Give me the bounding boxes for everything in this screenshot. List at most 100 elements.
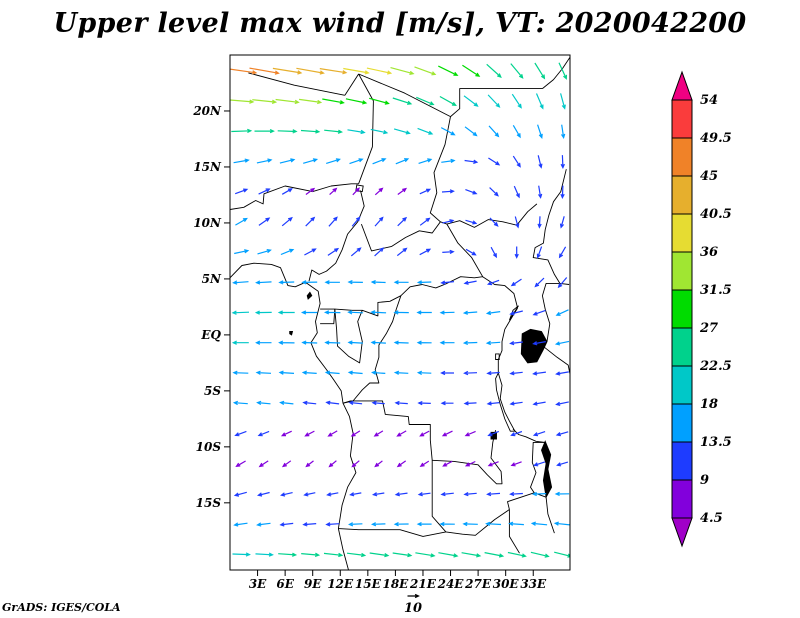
- wind-vector: [348, 522, 363, 527]
- lake-chad: [355, 184, 364, 193]
- wind-vector: [280, 492, 293, 497]
- wind-vector: [439, 95, 457, 107]
- wind-vector: [300, 310, 318, 315]
- border-egypt-sudan: [450, 88, 543, 117]
- wind-vector: [464, 126, 478, 137]
- colorbar-label: 31.5: [700, 283, 732, 298]
- wind-vector: [509, 401, 523, 406]
- wind-vector: [233, 522, 248, 527]
- wind-vector: [416, 280, 432, 285]
- colorbar-label: 54: [700, 93, 718, 108]
- colorbar-label: 49.5: [700, 131, 732, 146]
- wind-vector: [249, 67, 280, 75]
- colorbar-band: [671, 213, 693, 253]
- wind-vector: [532, 341, 546, 346]
- border-uganda-kenya: [541, 282, 560, 342]
- wind-vector: [558, 62, 567, 80]
- wind-vector: [279, 522, 294, 527]
- wind-vector: [557, 277, 568, 289]
- wind-vector: [489, 187, 499, 197]
- wind-vector: [230, 68, 258, 75]
- wind-vector: [328, 460, 337, 468]
- wind-vector: [280, 248, 295, 256]
- wind-vector: [255, 370, 272, 375]
- wind-vector: [234, 188, 249, 195]
- wind-vector: [438, 552, 459, 558]
- wind-vector: [278, 370, 295, 375]
- wind-vector: [439, 521, 455, 527]
- wind-vector: [532, 401, 546, 406]
- wind-vector: [463, 491, 477, 497]
- wind-vector: [419, 430, 430, 437]
- wind-vector: [514, 216, 520, 229]
- wind-vector: [462, 521, 478, 527]
- wind-vector: [347, 310, 364, 315]
- lat-tick-label: 10N: [193, 216, 222, 230]
- wind-vector: [463, 401, 477, 406]
- lon-tick-label: 27E: [464, 577, 492, 591]
- wind-vector: [324, 370, 340, 375]
- wind-vector: [465, 219, 478, 225]
- colorbar-label: 27: [699, 321, 718, 336]
- lon-tick-label: 18E: [382, 577, 409, 591]
- reference-vector: 10: [404, 593, 422, 616]
- border-niger-libya: [344, 73, 359, 96]
- wind-vector: [347, 129, 366, 135]
- wind-vector: [555, 309, 569, 316]
- border-niger-nigeria: [230, 183, 359, 210]
- colorbar-label: 40.5: [700, 207, 732, 222]
- lon-tick-label: 12E: [327, 577, 354, 591]
- wind-vector: [395, 158, 410, 165]
- wind-vector: [417, 127, 434, 135]
- wind-vector: [486, 401, 500, 406]
- wind-vector-layer: [230, 62, 570, 558]
- wind-vector: [233, 158, 250, 164]
- wind-vector: [371, 400, 385, 406]
- wind-vector: [510, 63, 524, 79]
- wind-vector: [374, 460, 383, 468]
- lon-tick-label: 30E: [493, 577, 520, 591]
- wind-vector: [372, 158, 387, 165]
- wind-vector: [393, 370, 409, 375]
- wind-vector: [324, 280, 340, 285]
- colorbar-band: [671, 365, 693, 405]
- border-drc-north: [400, 276, 519, 309]
- wind-vector: [299, 98, 323, 105]
- wind-vector: [328, 216, 338, 227]
- wind-vector: [232, 280, 249, 285]
- wind-vector: [257, 430, 270, 437]
- wind-vector: [538, 185, 543, 199]
- wind-vector: [281, 216, 293, 227]
- wind-vector: [370, 310, 387, 315]
- wind-vector: [554, 340, 570, 346]
- colorbar-label: 4.5: [700, 511, 723, 526]
- wind-vector: [532, 431, 546, 437]
- border-tanzania-zambia: [512, 428, 546, 443]
- wind-vector: [417, 491, 431, 497]
- lat-tick-label: 15S: [196, 496, 222, 510]
- border-angola-zambia: [431, 460, 447, 533]
- wind-vector: [507, 551, 527, 558]
- border-ethiopia-west: [532, 169, 570, 285]
- wind-vector: [438, 65, 459, 76]
- lat-tick-label: 15N: [193, 160, 222, 174]
- wind-vector: [416, 310, 432, 315]
- colorbar-label: 45: [700, 169, 718, 184]
- wind-vector: [392, 97, 413, 105]
- lon-tick-label: 15E: [355, 577, 382, 591]
- wind-vector: [511, 93, 522, 109]
- wind-vector: [537, 216, 542, 229]
- border-angola-drc: [342, 400, 433, 461]
- map-layer: [230, 56, 570, 570]
- wind-vector: [326, 492, 339, 497]
- wind-vector: [305, 216, 316, 227]
- wind-vector: [514, 246, 519, 259]
- wind-vector: [323, 552, 344, 558]
- wind-vector: [556, 461, 569, 467]
- wind-vector: [393, 128, 411, 135]
- sao-tome-island: [289, 331, 294, 336]
- wind-vector: [272, 67, 303, 75]
- wind-vector: [345, 98, 368, 105]
- wind-vector: [252, 99, 278, 104]
